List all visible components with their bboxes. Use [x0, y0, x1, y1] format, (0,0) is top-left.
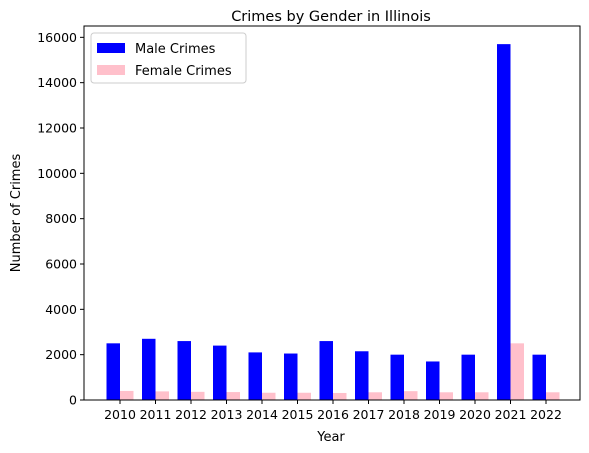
female-bar-2016 [333, 392, 347, 400]
x-tick-label: 2012 [175, 407, 207, 422]
x-tick-label: 2013 [211, 407, 243, 422]
male-bar-2015 [284, 353, 298, 400]
male-bar-2022 [532, 354, 546, 400]
male-bar-2018 [390, 354, 404, 400]
y-tick-label: 10000 [37, 166, 77, 181]
y-tick-label: 8000 [45, 211, 77, 226]
x-axis-label: Year [316, 430, 345, 445]
female-bar-2021 [510, 343, 524, 400]
y-tick-label: 6000 [45, 257, 77, 272]
x-tick-label: 2020 [459, 407, 491, 422]
x-tick-label: 2010 [104, 407, 136, 422]
x-tick-label: 2015 [282, 407, 314, 422]
x-tick-label: 2019 [424, 407, 456, 422]
x-tick-label: 2017 [353, 407, 385, 422]
female-bar-2010 [120, 390, 134, 400]
male-bar-2012 [177, 341, 191, 400]
female-bar-2019 [439, 392, 453, 400]
y-tick-label: 16000 [37, 30, 77, 45]
legend: Male Crimes Female Crimes [90, 32, 247, 84]
chart-title: Crimes by Gender in Illinois [231, 9, 431, 25]
x-tick-label: 2021 [495, 407, 527, 422]
male-bar-2021 [497, 44, 511, 400]
x-tick-label: 2016 [317, 407, 349, 422]
female-bar-2020 [475, 392, 489, 400]
legend-label: Male Crimes [135, 42, 216, 57]
male-bar-2020 [461, 354, 475, 400]
y-axis: 0 2000 4000 6000 8000 10000 12000 14000 16000 [37, 30, 84, 408]
y-tick-label: 4000 [45, 302, 77, 317]
female-bar-2012 [191, 391, 205, 400]
male-bar-2017 [355, 351, 369, 400]
y-tick-label: 14000 [37, 75, 77, 90]
legend-label: Female Crimes [135, 64, 232, 79]
y-tick-label: 12000 [37, 121, 77, 136]
male-bar-2016 [319, 341, 333, 400]
female-bar-2014 [262, 392, 276, 400]
male-bar-2014 [248, 352, 262, 400]
female-bar-2011 [155, 391, 169, 400]
x-axis: 2010 2011 2012 2013 2014 2015 2016 2017 2018 2019… [104, 400, 562, 422]
x-tick-label: 2011 [140, 407, 172, 422]
bars-group [106, 44, 560, 400]
x-tick-label: 2014 [246, 407, 278, 422]
legend-frame [90, 32, 247, 84]
female-bar-2015 [297, 392, 311, 400]
legend-swatch [97, 43, 125, 53]
male-bar-2013 [213, 345, 227, 400]
female-bar-2017 [368, 392, 382, 400]
legend-swatch [97, 65, 125, 75]
male-bar-2019 [426, 361, 440, 400]
y-tick-label: 0 [69, 393, 77, 408]
plot-frame [83, 25, 581, 401]
y-tick-label: 2000 [45, 347, 77, 362]
x-tick-label: 2022 [530, 407, 562, 422]
x-tick-label: 2018 [388, 407, 420, 422]
female-bar-2018 [404, 391, 418, 400]
y-axis-label: Number of Crimes [9, 154, 24, 273]
female-bar-2022 [546, 392, 560, 400]
male-bar-2010 [106, 343, 120, 400]
female-bar-2013 [226, 392, 240, 400]
male-bar-2011 [142, 338, 156, 400]
